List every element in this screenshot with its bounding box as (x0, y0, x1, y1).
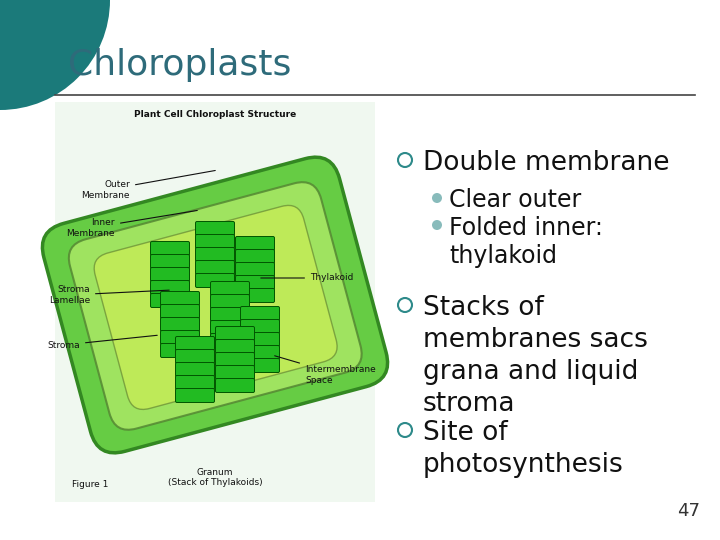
FancyBboxPatch shape (215, 353, 254, 367)
Text: Inner
Membrane: Inner Membrane (66, 211, 197, 238)
FancyBboxPatch shape (94, 205, 337, 409)
FancyBboxPatch shape (176, 349, 215, 363)
FancyBboxPatch shape (196, 247, 235, 261)
Text: Figure 1: Figure 1 (72, 480, 109, 489)
FancyBboxPatch shape (196, 221, 235, 235)
Text: Granum
(Stack of Thylakoids): Granum (Stack of Thylakoids) (168, 468, 262, 488)
Text: Site of
photosynthesis: Site of photosynthesis (423, 420, 624, 478)
FancyBboxPatch shape (240, 359, 279, 373)
FancyBboxPatch shape (161, 330, 199, 345)
FancyBboxPatch shape (240, 307, 279, 321)
Text: Clear outer: Clear outer (449, 188, 581, 212)
FancyBboxPatch shape (176, 362, 215, 376)
FancyBboxPatch shape (176, 336, 215, 350)
FancyBboxPatch shape (235, 288, 274, 302)
Text: Chloroplasts: Chloroplasts (68, 48, 292, 82)
Text: Stacks of
membranes sacs
grana and liquid
stroma: Stacks of membranes sacs grana and liqui… (423, 295, 648, 417)
FancyBboxPatch shape (150, 241, 189, 255)
FancyBboxPatch shape (235, 249, 274, 264)
FancyBboxPatch shape (235, 237, 274, 251)
Circle shape (0, 0, 90, 90)
FancyBboxPatch shape (150, 267, 189, 281)
FancyBboxPatch shape (161, 318, 199, 332)
Text: Intermembrane
Space: Intermembrane Space (274, 356, 376, 384)
FancyBboxPatch shape (176, 375, 215, 389)
FancyBboxPatch shape (176, 388, 215, 402)
FancyBboxPatch shape (215, 340, 254, 354)
FancyBboxPatch shape (215, 327, 254, 341)
FancyBboxPatch shape (210, 321, 250, 334)
Text: Folded inner:
thylakoid: Folded inner: thylakoid (449, 216, 603, 268)
FancyBboxPatch shape (240, 320, 279, 334)
Text: Stroma: Stroma (48, 335, 157, 349)
FancyBboxPatch shape (150, 254, 189, 268)
Circle shape (0, 0, 110, 110)
Text: Thylakoid: Thylakoid (261, 273, 354, 282)
Text: Stroma
Lamellae: Stroma Lamellae (49, 285, 169, 305)
Text: Plant Cell Chloroplast Structure: Plant Cell Chloroplast Structure (134, 110, 296, 119)
FancyBboxPatch shape (215, 379, 254, 393)
FancyBboxPatch shape (210, 281, 250, 295)
FancyBboxPatch shape (196, 234, 235, 248)
FancyBboxPatch shape (235, 275, 274, 289)
FancyBboxPatch shape (210, 307, 250, 321)
FancyBboxPatch shape (42, 157, 387, 453)
FancyBboxPatch shape (210, 334, 250, 348)
Circle shape (432, 220, 442, 230)
Text: 47: 47 (677, 502, 700, 520)
FancyBboxPatch shape (215, 366, 254, 380)
FancyBboxPatch shape (161, 343, 199, 357)
FancyBboxPatch shape (161, 305, 199, 319)
Circle shape (432, 193, 442, 203)
FancyBboxPatch shape (55, 102, 375, 502)
FancyBboxPatch shape (150, 294, 189, 307)
Text: Outer
Membrane: Outer Membrane (81, 171, 215, 200)
FancyBboxPatch shape (240, 333, 279, 347)
FancyBboxPatch shape (196, 260, 235, 274)
FancyBboxPatch shape (210, 294, 250, 308)
FancyBboxPatch shape (240, 346, 279, 360)
FancyBboxPatch shape (150, 280, 189, 294)
Text: Double membrane: Double membrane (423, 150, 670, 176)
FancyBboxPatch shape (69, 182, 361, 430)
FancyBboxPatch shape (161, 292, 199, 306)
FancyBboxPatch shape (235, 262, 274, 276)
FancyBboxPatch shape (196, 273, 235, 287)
